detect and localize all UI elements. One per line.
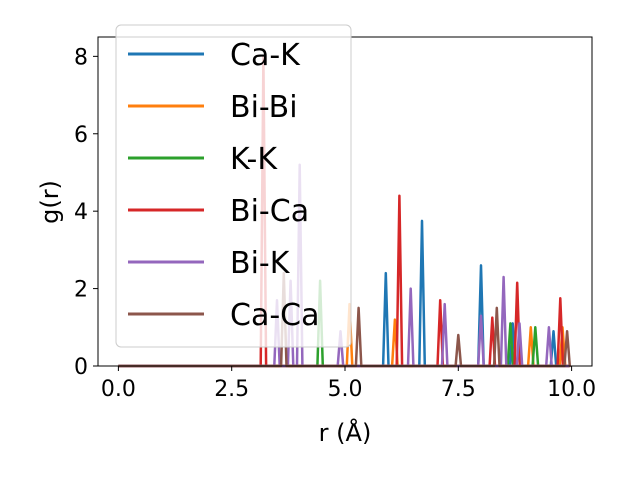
y-tick-label: 2 bbox=[74, 278, 88, 303]
y-tick-label: 4 bbox=[74, 200, 88, 225]
x-tick-label: 10.0 bbox=[547, 377, 596, 402]
x-axis-label: r (Å) bbox=[319, 418, 372, 447]
legend-label-ca-k: Ca-K bbox=[230, 38, 301, 73]
x-tick-label: 5.0 bbox=[328, 377, 363, 402]
x-tick-label: 2.5 bbox=[214, 377, 249, 402]
y-tick-label: 8 bbox=[74, 45, 88, 70]
legend-label-bi-bi: Bi-Bi bbox=[230, 90, 298, 125]
axis-ticks: 0.0 2.5 5.0 7.5 10.0 0 2 4 6 8 bbox=[74, 45, 596, 402]
legend-label-bi-ca: Bi-Ca bbox=[230, 194, 309, 229]
x-tick-label: 7.5 bbox=[441, 377, 476, 402]
y-axis-label: g(r) bbox=[36, 180, 64, 224]
legend-label-bi-k: Bi-K bbox=[230, 246, 291, 281]
legend: Ca-K Bi-Bi K-K Bi-Ca Bi-K Ca-Ca bbox=[115, 24, 352, 348]
x-tick-label: 0.0 bbox=[101, 377, 136, 402]
y-tick-label: 6 bbox=[74, 123, 88, 148]
legend-label-k-k: K-K bbox=[230, 142, 278, 177]
legend-label-ca-ca: Ca-Ca bbox=[230, 298, 320, 333]
y-tick-label: 0 bbox=[74, 355, 88, 380]
